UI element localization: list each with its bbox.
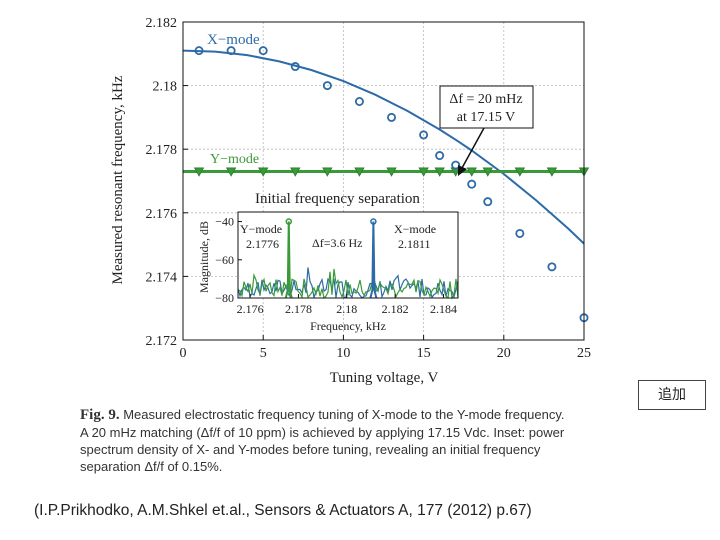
y-mode-marker [225, 167, 237, 177]
match-arrow [461, 127, 485, 169]
inset-y-tick-label: −40 [215, 215, 234, 229]
inset-x-mode-label: X−mode [394, 222, 436, 236]
y-mode-marker [434, 167, 445, 177]
match-line-2: at 17.15 V [457, 110, 515, 125]
inset-y-mode-noise [237, 268, 459, 300]
y-axis-label: Measured resonant frequency, kHz [110, 75, 126, 284]
inset-df-label: Δf=3.6 Hz [312, 236, 362, 250]
added-badge: 追加 [638, 380, 706, 410]
x-mode-marker [515, 228, 525, 238]
inset-y-mode-peak [284, 221, 293, 299]
x-mode-marker [451, 160, 461, 170]
axis-ticks: 0 5 10 15 20 25 2.172 2.174 2.176 2.178 2.18 2.182 [146, 16, 592, 361]
inset-x-tick-label: 2.176 [237, 302, 264, 316]
x-mode-marker [354, 97, 364, 107]
inset-y-tick-label: −80 [215, 291, 234, 305]
y-tick-label: 2.174 [146, 270, 178, 285]
y-mode-marker [514, 167, 526, 177]
x-tick-label: 5 [260, 346, 267, 361]
inset-x-tick-label: 2.182 [382, 302, 409, 316]
inset-x-mode-freq: 2.1811 [398, 237, 431, 251]
markers-layer [193, 46, 590, 323]
inset-peaks-layer [284, 218, 378, 299]
match-line-1: Δf = 20 mHz [449, 92, 522, 107]
match-arrowhead [458, 165, 467, 176]
x-mode-fit-curve [182, 49, 585, 245]
y-mode-marker [193, 167, 205, 177]
x-tick-label: 0 [180, 346, 187, 361]
caption-line-4: separation Δf/f of 0.15%. [80, 459, 223, 474]
match-annotation-box [439, 85, 534, 129]
y-mode-marker [354, 167, 365, 177]
caption-line-1-text: Measured electrostatic frequency tuning … [123, 407, 565, 422]
y-mode-marker [466, 167, 477, 177]
x-tick-label: 25 [577, 346, 591, 361]
inset-y-mode-freq: 2.1776 [246, 237, 279, 251]
y-tick-label: 2.172 [146, 334, 178, 349]
y-mode-legend-label: Y−mode [210, 152, 259, 167]
inset-x-tick-label: 2.18 [336, 302, 357, 316]
caption-line-3: spectrum density of X- and Y-modes befor… [80, 442, 541, 457]
x-axis-label: Tuning voltage, V [330, 370, 439, 386]
inset-x-tick-label: 2.184 [430, 302, 457, 316]
inset-ticks-layer: 2.176 2.178 2.18 2.182 2.184 −40 −60 −80 [215, 215, 457, 316]
caption-line-2: A 20 mHz matching (Δf/f of 10 ppm) is ac… [80, 425, 565, 440]
x-mode-marker [258, 46, 268, 56]
inset-noise-layer [237, 267, 459, 300]
x-mode-marker [419, 130, 429, 140]
y-tick-label: 2.18 [153, 80, 178, 95]
x-mode-fit-layer [182, 49, 585, 245]
x-tick-label: 10 [336, 346, 350, 361]
y-tick-label: 2.182 [146, 16, 178, 31]
y-mode-marker [386, 167, 397, 177]
figure-canvas: 0 5 10 15 20 252.1722.1742.1762.1782.182.182 … [110, 16, 592, 386]
inset-y-label: Magnitude, dB [197, 221, 211, 293]
x-mode-marker [483, 197, 493, 207]
inset-y-tick-label: −60 [215, 253, 234, 267]
inset-frame [237, 211, 459, 299]
y-mode-marker [418, 167, 429, 177]
x-mode-marker [194, 46, 204, 56]
y-mode-marker [546, 167, 558, 177]
plot-frame [182, 21, 585, 341]
caption-line-1: Fig. 9. Measured electrostatic frequency… [80, 406, 640, 424]
x-mode-marker [467, 179, 477, 189]
inset-x-tick-label: 2.178 [285, 302, 312, 316]
x-mode-marker [290, 62, 300, 72]
y-mode-marker [322, 167, 333, 177]
x-mode-legend-label: X−mode [207, 32, 260, 48]
x-tick-label: 20 [497, 346, 511, 361]
inset-x-mode-peak-marker [370, 218, 377, 225]
y-mode-marker [482, 167, 493, 177]
inset-x-mode-peak [369, 221, 378, 299]
x-mode-marker [387, 112, 397, 122]
figure-caption: Fig. 9. Measured electrostatic frequency… [80, 406, 640, 475]
x-mode-marker [322, 81, 332, 91]
inset: 2.176 2.178 2.18 2.182 2.184 −40 −60 −80 Freque… [197, 211, 459, 333]
inset-y-mode-label: Y−mode [240, 222, 282, 236]
y-tick-label: 2.178 [146, 143, 178, 158]
inset-y-mode-peak-marker [285, 218, 293, 225]
y-mode-marker [290, 167, 301, 177]
x-mode-marker [226, 46, 236, 56]
x-mode-marker [435, 151, 445, 161]
caption-fig-label: Fig. 9. [80, 407, 120, 423]
match-annotation: Δf = 20 mHz at 17.15 V [439, 85, 534, 176]
initial-separation-label: Initial frequency separation [255, 191, 420, 207]
x-tick-label: 15 [417, 346, 431, 361]
inset-x-label: Frequency, kHz [310, 319, 386, 333]
y-mode-marker [258, 167, 269, 177]
y-tick-label: 2.176 [146, 207, 178, 222]
citation: (I.P.Prikhodko, A.M.Shkel et.al., Sensor… [34, 502, 532, 519]
x-mode-marker [547, 262, 557, 272]
